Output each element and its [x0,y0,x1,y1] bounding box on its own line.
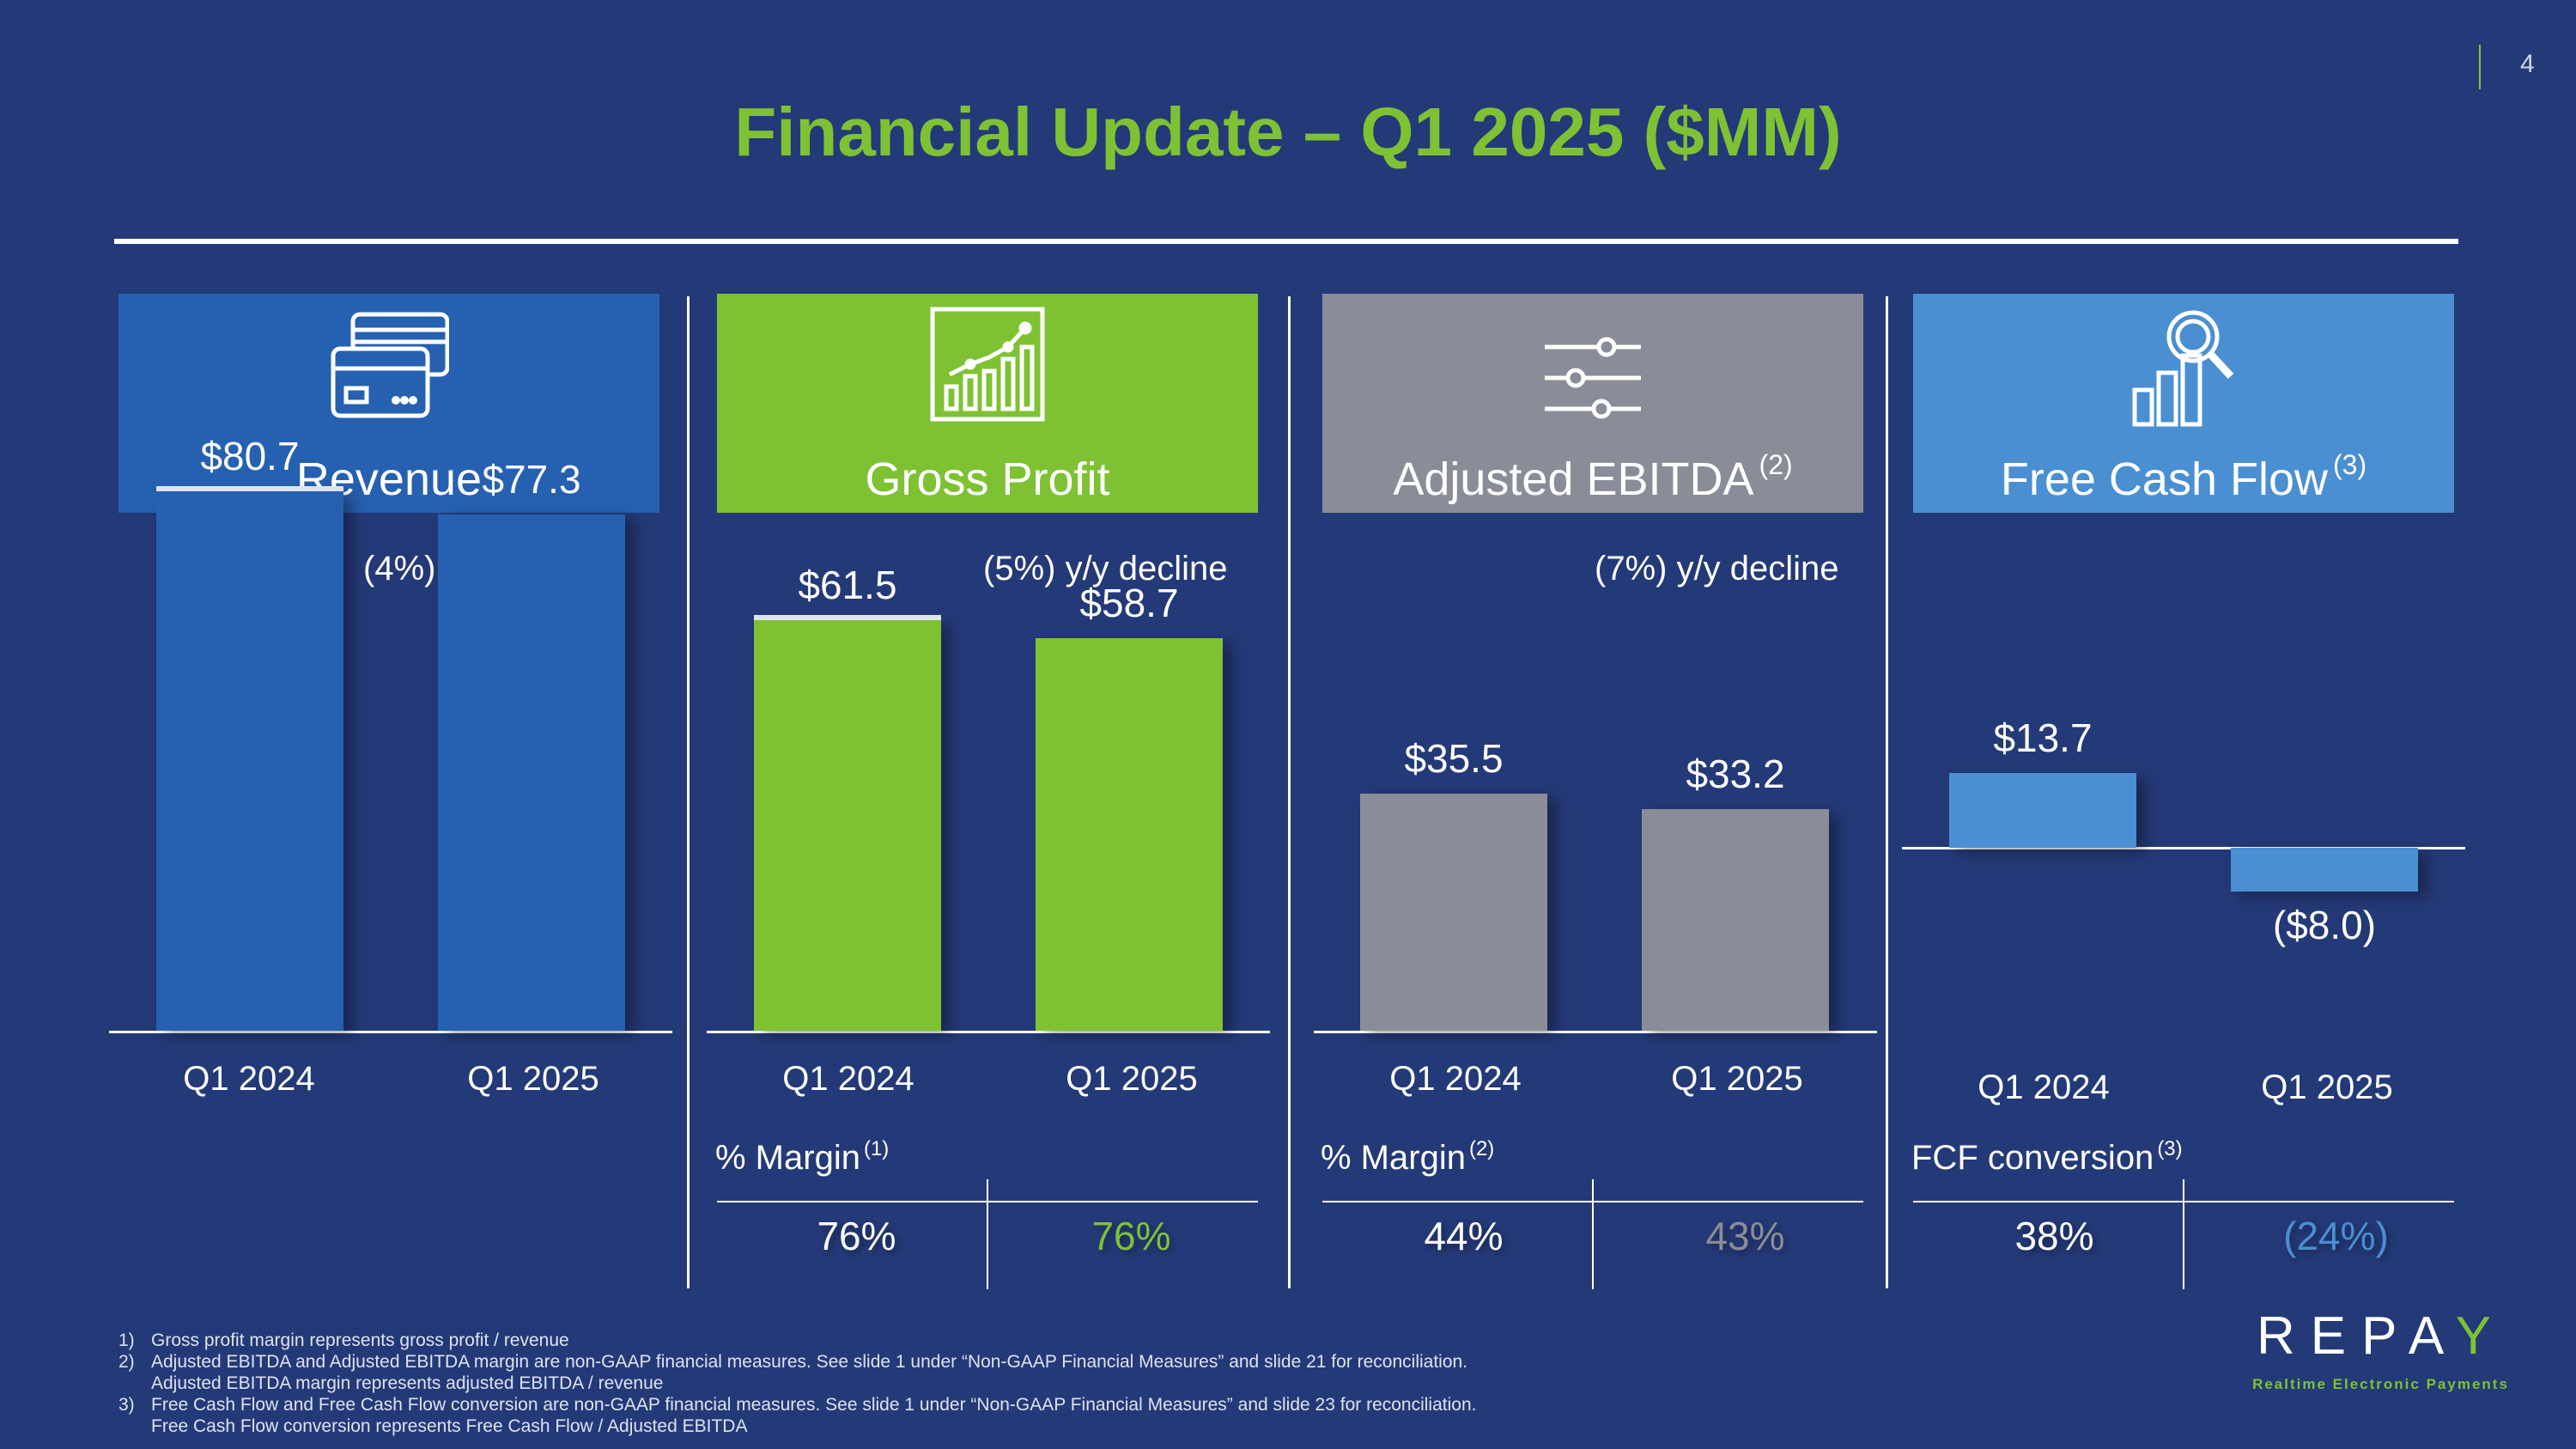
panel-divider [1886,296,1888,1288]
repay-logo-tagline: Realtime Electronic Payments [2252,1376,2509,1392]
fcf-conversion-divider [2183,1179,2184,1289]
adjusted-ebitda-baseline [1314,1031,1877,1033]
gross-profit-header-label: Gross Profit [865,454,1110,505]
fcf-conversion-q1-2025: (24%) [2283,1214,2389,1258]
x-tick-label: Q1 2024 [782,1060,914,1098]
footnote-3: 3) Free Cash Flow and Free Cash Flow con… [118,1395,1477,1436]
revenue-header: Revenue [118,294,659,513]
x-tick-label: Q1 2024 [1978,1068,2110,1106]
chart-bar-adjusted-ebitda-q1-2024 [1360,793,1547,1031]
data-label-gross-profit-q1-2024: $61.5 [798,562,897,607]
free-cash-flow-header-label: Free Cash Flow (3) [2000,449,2367,505]
chart-bar-cap-gross-profit-q1-2024 [754,614,941,620]
gross-profit-margin-divider [987,1179,988,1289]
page-number: 4 [2520,50,2535,78]
fcf-conversion-label: FCF conversion (3) [1911,1137,2183,1177]
sliders-icon [1545,337,1641,419]
adjusted-ebitda-margin-label: % Margin (2) [1321,1137,1495,1177]
data-label-free-cash-flow-q1-2025: ($8.0) [2272,902,2377,947]
adjusted-ebitda-margin-divider [1592,1179,1594,1289]
gross-profit-decline: (5%) y/y decline [983,550,1228,588]
title-underline [114,239,2458,244]
x-tick-label: Q1 2025 [1671,1060,1803,1098]
data-label-gross-profit-q1-2025: $58.7 [1079,581,1179,626]
chart-bar-free-cash-flow-q1-2025 [2231,848,2418,892]
free-cash-flow-header: Free Cash Flow (3) [1913,294,2454,513]
repay-logo: REPAY [2257,1306,2506,1366]
gross-profit-margin-q1-2025: 76% [1091,1214,1171,1258]
credit-card-icon [331,312,449,418]
footnotes: 1) Gross profit margin represents gross … [118,1330,2093,1437]
gross-profit-baseline [707,1031,1270,1033]
free-cash-flow-zero-line [1902,847,2465,849]
x-tick-label: Q1 2025 [1066,1060,1198,1098]
growth-chart-icon [930,307,1045,422]
chart-bar-gross-profit-q1-2024 [754,619,941,1031]
chart-bar-gross-profit-q1-2025 [1036,638,1223,1031]
magnifier-chart-icon [2132,310,2234,427]
chart-bar-free-cash-flow-q1-2024 [1949,773,2136,848]
x-tick-label: Q1 2024 [1389,1060,1522,1098]
adjusted-ebitda-header: Adjusted EBITDA (2) [1322,294,1863,513]
x-tick-label: Q1 2025 [2261,1068,2393,1106]
data-label-adjusted-ebitda-q1-2025: $33.2 [1686,751,1785,796]
chart-bar-revenue-q1-2024 [156,491,343,1031]
page-number-divider [2479,45,2481,89]
gross-profit-header: Gross Profit [717,294,1258,513]
adjusted-ebitda-header-label: Adjusted EBITDA (2) [1393,449,1793,505]
gross-profit-margin-label: % Margin (1) [715,1137,890,1177]
data-label-revenue-q1-2025: $77.3 [482,456,581,502]
chart-bar-revenue-q1-2025 [438,514,625,1031]
x-tick-label: Q1 2024 [183,1060,315,1098]
adjusted-ebitda-margin-q1-2024: 44% [1424,1214,1504,1258]
data-label-adjusted-ebitda-q1-2024: $35.5 [1404,735,1504,781]
footnote-2: 2) Adjusted EBITDA and Adjusted EBITDA m… [118,1352,1468,1393]
page-title: Financial Update – Q1 2025 ($MM) [734,94,1842,170]
chart-bar-adjusted-ebitda-q1-2025 [1642,808,1829,1031]
adjusted-ebitda-margin-q1-2025: 43% [1705,1214,1785,1258]
fcf-conversion-q1-2024: 38% [2014,1214,2094,1258]
data-label-free-cash-flow-q1-2024: $13.7 [1993,715,2093,760]
panel-divider [1288,296,1291,1288]
panel-divider [687,296,690,1288]
x-tick-label: Q1 2025 [467,1060,599,1098]
adjusted-ebitda-decline: (7%) y/y decline [1595,550,1839,588]
chart-bar-cap-revenue-q1-2024 [156,486,343,492]
data-label-revenue-q1-2024: $80.7 [200,434,300,479]
gross-profit-margin-q1-2024: 76% [817,1214,896,1258]
revenue-baseline [109,1031,672,1033]
footnote-1: 1) Gross profit margin represents gross … [118,1330,569,1350]
